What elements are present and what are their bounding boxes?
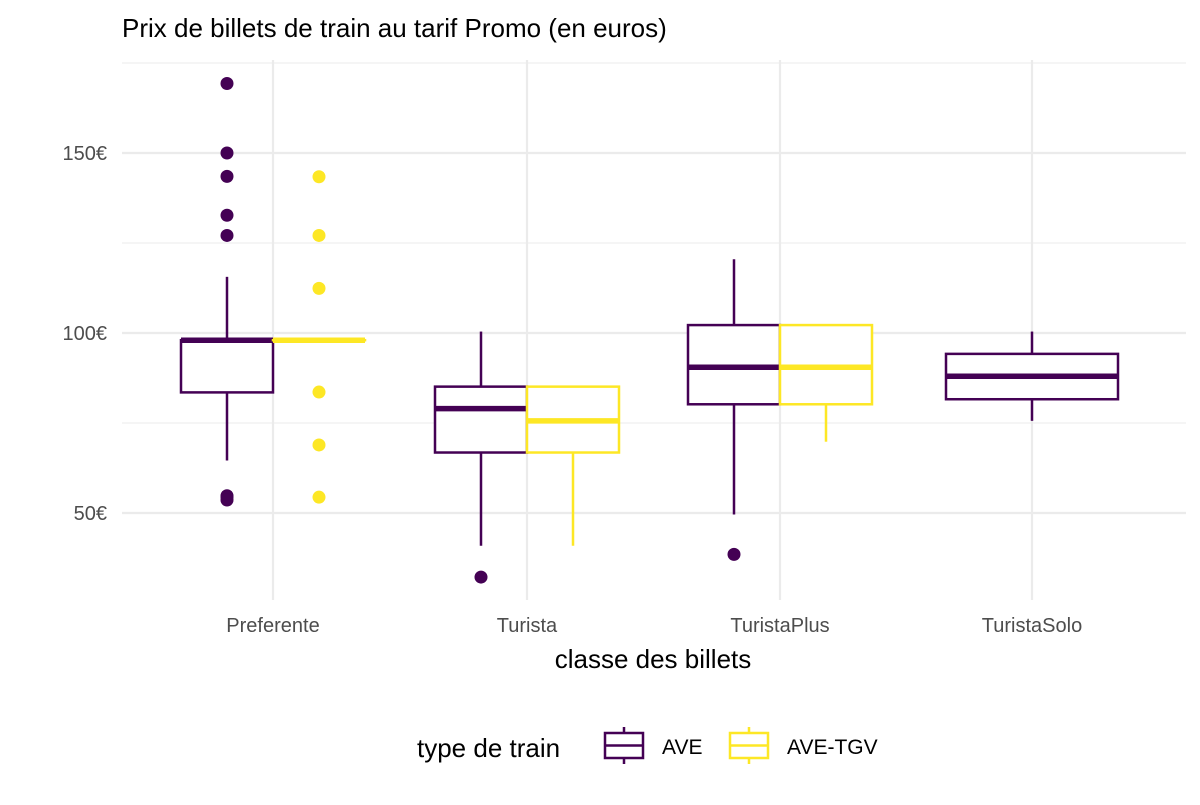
legend-label: AVE — [662, 736, 702, 759]
box-AVE-TGV-TuristaPlus — [780, 325, 872, 442]
outlier-point — [221, 170, 234, 183]
outlier-point — [313, 170, 326, 183]
outlier-point — [221, 77, 234, 90]
outlier-point — [475, 571, 488, 584]
grid-layer — [122, 60, 1186, 600]
legend-title: type de train — [417, 733, 560, 763]
legend-item-AVE: AVE — [605, 727, 702, 764]
y-tick-label: 150€ — [63, 143, 108, 165]
box-AVE-TGV-Preferente — [273, 170, 365, 503]
x-tick-label: Turista — [497, 615, 558, 637]
box-AVE-TuristaSolo — [946, 332, 1118, 421]
box-AVE-TGV-Turista — [527, 387, 619, 546]
outlier-point — [313, 438, 326, 451]
legend-label: AVE-TGV — [787, 736, 878, 759]
outlier-point — [728, 548, 741, 561]
box-body — [181, 340, 273, 392]
outlier-point — [221, 494, 234, 507]
y-tick-label: 100€ — [63, 323, 108, 345]
outlier-point — [221, 229, 234, 242]
x-tick-label: Preferente — [226, 615, 319, 637]
outlier-point — [313, 386, 326, 399]
legend-item-AVE-TGV: AVE-TGV — [730, 727, 878, 764]
chart-title: Prix de billets de train au tarif Promo … — [122, 13, 667, 43]
outlier-point — [221, 147, 234, 160]
outlier-point — [313, 229, 326, 242]
outlier-point — [313, 282, 326, 295]
box-AVE-Turista — [435, 332, 527, 584]
outlier-point — [221, 209, 234, 222]
x-tick-label: TuristaSolo — [982, 615, 1082, 637]
outlier-point — [313, 491, 326, 504]
box-AVE-TuristaPlus — [688, 259, 780, 561]
box-AVE-Preferente — [181, 77, 273, 507]
x-tick-label: TuristaPlus — [730, 615, 829, 637]
box-body — [435, 387, 527, 453]
y-tick-label: 50€ — [74, 503, 107, 525]
x-axis-title: classe des billets — [555, 644, 752, 674]
legend: type de train AVE AVE-TGV — [417, 727, 878, 764]
